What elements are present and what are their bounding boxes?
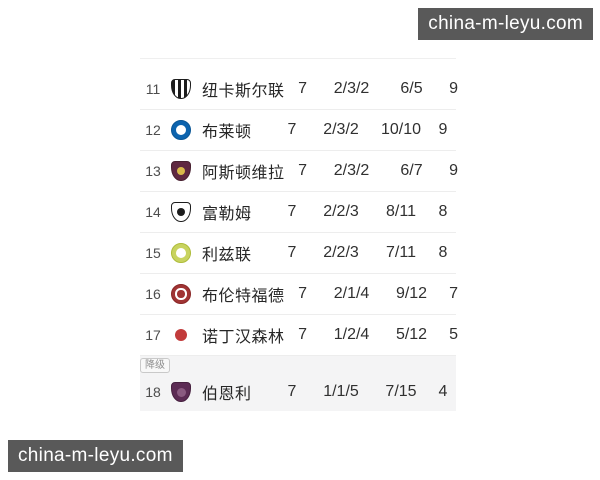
team-badge-cell: [166, 325, 196, 345]
matches-played: 7: [287, 244, 297, 261]
win-draw-loss: 2/2/3: [323, 244, 359, 261]
team-badge-cell: [166, 161, 196, 181]
table-row[interactable]: 18 伯恩利 7 1/1/5 7/15 4: [140, 373, 456, 411]
table-row[interactable]: 14 富勒姆 7 2/2/3 8/11 8: [140, 192, 456, 233]
team-crest-inner: [176, 125, 186, 135]
win-draw-loss: 1/2/4: [333, 326, 370, 343]
points: 8: [438, 203, 448, 220]
table-row[interactable]: 12 布莱顿 7 2/3/2 10/10 9: [140, 110, 456, 151]
brentford-crest-icon: [171, 284, 191, 304]
team-badge-cell: [166, 120, 196, 140]
position-number: 12: [145, 122, 161, 138]
league-standings-table: 11 纽卡斯尔联 7 2/3/2 6/5 9 12 布莱顿 7 2/3/2 10…: [140, 58, 458, 411]
matches-played: 7: [287, 121, 297, 138]
goals-for-against: 6/7: [400, 162, 423, 179]
win-draw-loss: 2/1/4: [333, 285, 370, 302]
team-crest-inner: [176, 207, 186, 217]
league-table-rows: 11 纽卡斯尔联 7 2/3/2 6/5 9 12 布莱顿 7 2/3/2 10…: [140, 69, 458, 411]
team-name: 伯恩利: [202, 386, 252, 403]
team-name: 富勒姆: [202, 206, 252, 223]
win-draw-loss: 2/3/2: [333, 162, 370, 179]
matches-played: 7: [298, 80, 307, 97]
goals-for-against: 9/12: [395, 285, 428, 302]
fulham-crest-icon: [171, 202, 191, 222]
brighton-crest-icon: [171, 120, 191, 140]
nottingham-forest-crest-icon: [171, 325, 191, 345]
team-name: 布伦特福德: [202, 288, 285, 305]
points: 5: [449, 326, 458, 343]
relegation-strip: 降级: [140, 356, 456, 373]
position-number: 15: [145, 245, 161, 261]
relegation-label: 降级: [140, 358, 170, 373]
position-number: 16: [145, 286, 161, 302]
team-name: 纽卡斯尔联: [202, 83, 285, 100]
team-badge-cell: [166, 79, 196, 99]
team-badge-cell: [166, 202, 196, 222]
win-draw-loss: 2/3/2: [333, 80, 370, 97]
team-crest-inner: [175, 288, 187, 300]
goals-for-against: 10/10: [380, 121, 422, 138]
team-badge-cell: [166, 243, 196, 263]
team-crest-inner: [174, 328, 188, 342]
goals-for-against: 7/11: [386, 244, 416, 261]
win-draw-loss: 2/2/3: [323, 203, 359, 220]
team-badge-cell: [166, 284, 196, 304]
position-number: 11: [145, 81, 161, 97]
team-crest-inner: [176, 166, 186, 176]
table-row[interactable]: 13 阿斯顿维拉 7 2/3/2 6/7 9: [140, 151, 458, 192]
matches-played: 7: [298, 162, 307, 179]
points: 7: [449, 285, 458, 302]
points: 8: [438, 244, 448, 261]
team-name: 阿斯顿维拉: [202, 165, 285, 182]
team-crest-inner: [176, 248, 186, 258]
team-badge-cell: [166, 382, 196, 402]
position-number: 13: [145, 163, 161, 179]
watermark-top-right: china-m-leyu.com: [418, 8, 593, 40]
position-number: 18: [145, 384, 161, 400]
table-row[interactable]: 11 纽卡斯尔联 7 2/3/2 6/5 9: [140, 69, 458, 110]
position-number: 17: [145, 327, 161, 343]
table-row[interactable]: 15 利兹联 7 2/2/3 7/11 8: [140, 233, 456, 274]
points: 9: [449, 80, 458, 97]
leeds-united-crest-icon: [171, 243, 191, 263]
win-draw-loss: 2/3/2: [323, 121, 359, 138]
matches-played: 7: [298, 326, 307, 343]
win-draw-loss: 1/1/5: [323, 383, 359, 400]
relegation-zone: 降级 18 伯恩利 7 1/1/5 7/15 4: [140, 356, 456, 411]
points: 9: [438, 121, 448, 138]
table-row[interactable]: 17 诺丁汉森林 7 1/2/4 5/12 5: [140, 315, 458, 356]
table-row[interactable]: 16 布伦特福德 7 2/1/4 9/12 7: [140, 274, 458, 315]
team-name: 布莱顿: [202, 124, 252, 141]
goals-for-against: 7/15: [385, 383, 417, 400]
burnley-crest-icon: [171, 382, 191, 402]
matches-played: 7: [287, 203, 297, 220]
aston-villa-crest-icon: [171, 161, 191, 181]
goals-for-against: 6/5: [400, 80, 423, 97]
team-crest-inner: [176, 387, 186, 397]
points: 9: [449, 162, 458, 179]
goals-for-against: 8/11: [386, 203, 416, 220]
position-number: 14: [145, 204, 161, 220]
team-name: 诺丁汉森林: [202, 329, 285, 346]
matches-played: 7: [298, 285, 307, 302]
points: 4: [438, 383, 448, 400]
goals-for-against: 5/12: [395, 326, 428, 343]
watermark-bottom-left: china-m-leyu.com: [8, 440, 183, 472]
newcastle-united-crest-icon: [171, 79, 191, 99]
team-name: 利兹联: [202, 247, 252, 264]
matches-played: 7: [287, 383, 297, 400]
